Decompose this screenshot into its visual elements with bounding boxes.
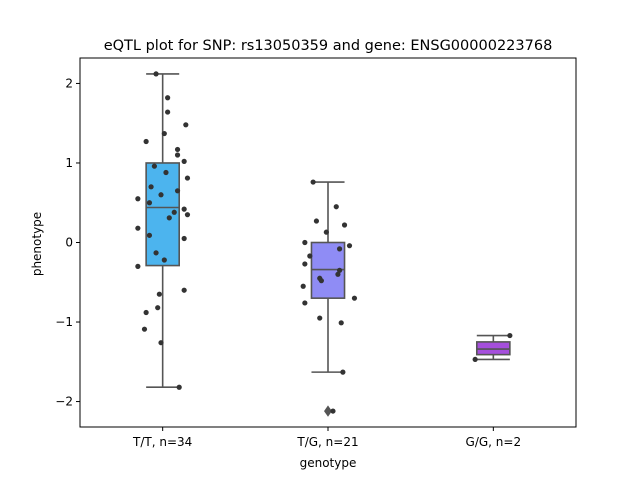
data-point (330, 408, 336, 414)
data-point (317, 315, 323, 321)
data-point (302, 239, 308, 246)
data-point (507, 332, 513, 339)
data-point (165, 95, 171, 101)
data-point (174, 146, 181, 153)
data-point (346, 243, 353, 249)
y-tick-label: 0 (65, 236, 73, 250)
data-point (333, 204, 339, 210)
data-point (181, 287, 187, 293)
x-tick-label: T/G, n=21 (296, 435, 358, 449)
data-point (151, 163, 157, 169)
data-point (163, 169, 169, 176)
data-point (302, 261, 308, 267)
data-point (184, 175, 191, 181)
data-point (336, 246, 343, 252)
data-point (135, 225, 141, 231)
data-point (146, 232, 153, 238)
data-point (158, 192, 164, 198)
data-point (181, 235, 187, 242)
data-point (184, 212, 191, 218)
data-point (153, 250, 159, 256)
data-point (313, 218, 320, 224)
chart-title: eQTL plot for SNP: rs13050359 and gene: … (104, 38, 553, 54)
data-point (166, 215, 172, 221)
data-point (161, 257, 167, 263)
data-point (141, 326, 148, 332)
data-point (335, 271, 341, 277)
data-point (146, 200, 153, 206)
axes-frame (79, 57, 577, 428)
data-point (171, 209, 177, 215)
data-point (302, 300, 308, 306)
data-point (181, 158, 187, 164)
data-point (310, 179, 316, 185)
data-point (307, 253, 313, 259)
data-point (174, 152, 181, 158)
box-group (475, 334, 511, 361)
data-point (143, 138, 149, 145)
data-point (148, 184, 154, 190)
data-point (143, 309, 149, 316)
box-outlier (324, 405, 332, 417)
plot-area: −2 −1 0 1 2 T/T, n=34 T/G, n=21 G/G, n=2 (55, 71, 521, 449)
data-point (135, 263, 141, 269)
data-point (318, 278, 324, 284)
data-point (323, 229, 329, 235)
data-point (135, 196, 141, 202)
data-point (340, 369, 346, 375)
data-point (158, 340, 164, 346)
data-point (155, 305, 161, 311)
data-point (341, 222, 348, 228)
data-point (165, 109, 171, 115)
data-point (181, 206, 187, 212)
y-tick-label: −2 (55, 395, 73, 409)
y-tick-label: 1 (65, 156, 73, 170)
data-point (183, 122, 189, 128)
data-point (156, 291, 162, 297)
data-point (336, 267, 343, 273)
y-tick-label: 2 (65, 76, 73, 90)
data-point (300, 283, 306, 289)
data-point (153, 71, 159, 77)
data-point (472, 356, 478, 363)
data-point (338, 320, 344, 326)
x-axis-label: genotype (300, 456, 357, 470)
data-point (176, 384, 182, 390)
y-tick-label: −1 (55, 315, 73, 329)
x-tick-label: G/G, n=2 (466, 435, 522, 449)
y-axis-label: phenotype (30, 212, 44, 276)
data-point (174, 188, 181, 194)
x-tick-label: T/T, n=34 (132, 435, 192, 449)
data-point (161, 130, 167, 137)
data-point (351, 295, 358, 301)
